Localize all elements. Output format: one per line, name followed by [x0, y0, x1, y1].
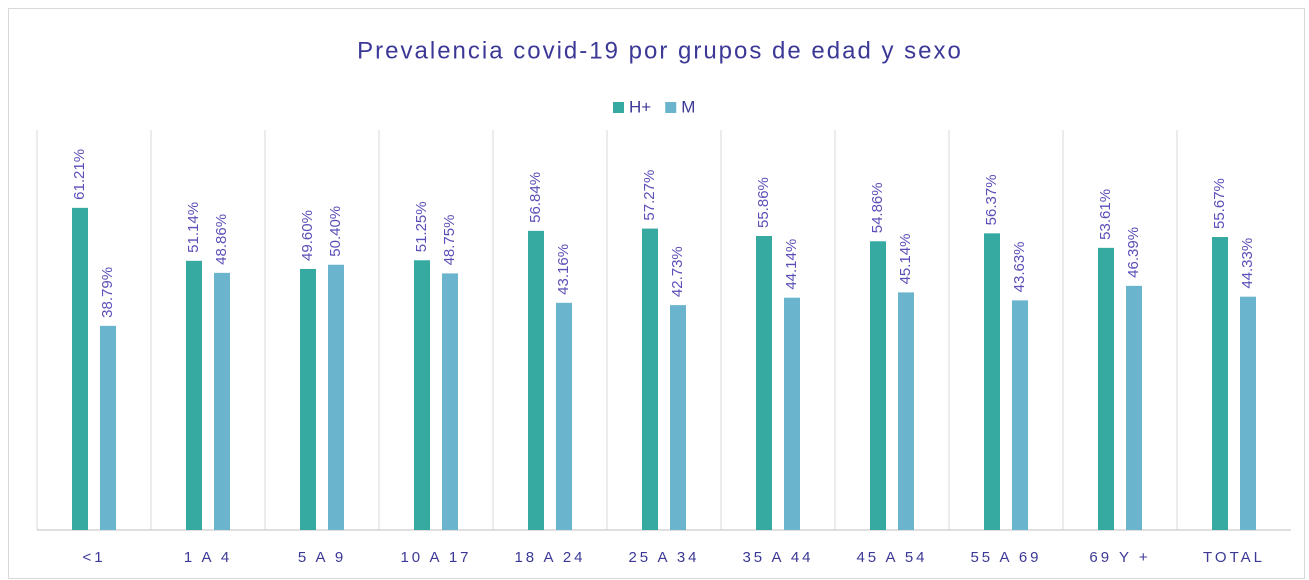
legend-swatch [665, 102, 677, 113]
legend-label: M [681, 97, 695, 116]
value-label: 48.86% [213, 214, 230, 265]
x-tick-label: <1 [82, 549, 105, 566]
bar [642, 228, 658, 530]
value-label: 44.14% [783, 239, 800, 290]
value-label: 53.61% [1097, 189, 1114, 240]
bar [1126, 285, 1142, 530]
x-tick-label: 69 Y + [1089, 549, 1150, 566]
bar [442, 273, 458, 530]
value-label: 55.67% [1211, 178, 1228, 229]
value-label: 43.16% [555, 244, 572, 295]
value-label: 42.73% [669, 246, 686, 297]
bar [328, 264, 344, 530]
bar [870, 241, 886, 530]
value-label: 55.86% [755, 177, 772, 228]
bar [414, 260, 430, 530]
value-label: 51.25% [413, 201, 430, 252]
bar [556, 302, 572, 530]
legend-swatch [613, 102, 624, 113]
x-tick-label: 55 A 69 [970, 549, 1041, 566]
x-tick-label: 5 A 9 [298, 549, 346, 566]
bar [528, 230, 544, 530]
x-tick-label: 35 A 44 [742, 549, 813, 566]
bar [898, 292, 914, 530]
legend: H+ M [613, 97, 695, 116]
bar [984, 233, 1000, 530]
bar [756, 236, 772, 530]
value-label: 61.21% [71, 149, 88, 200]
bar [1098, 247, 1114, 530]
value-label: 46.39% [1125, 227, 1142, 278]
bar [1212, 237, 1228, 530]
value-label: 43.63% [1011, 241, 1028, 292]
x-tick-label: 1 A 4 [184, 549, 232, 566]
value-label: 54.86% [869, 182, 886, 233]
legend-label: H+ [629, 97, 651, 116]
bar [784, 297, 800, 530]
value-label: 56.37% [983, 174, 1000, 225]
chart-title: Prevalencia covid-19 por grupos de edad … [357, 37, 963, 64]
bar [186, 260, 202, 530]
value-label: 56.84% [527, 172, 544, 223]
value-label: 48.75% [441, 215, 458, 266]
bar [1012, 300, 1028, 530]
value-label: 57.27% [641, 170, 658, 221]
value-label: 49.60% [299, 210, 316, 261]
x-tick-label: 45 A 54 [856, 549, 927, 566]
bar [300, 268, 316, 530]
x-tick-label: 10 A 17 [400, 549, 471, 566]
bar [100, 325, 116, 530]
bar [1240, 296, 1256, 530]
value-label: 51.14% [185, 202, 202, 253]
value-label: 38.79% [99, 267, 116, 318]
x-tick-label: TOTAL [1203, 549, 1265, 566]
value-label: 50.40% [327, 206, 344, 257]
bar [670, 305, 686, 530]
bar [72, 207, 88, 530]
bar [214, 272, 230, 530]
value-label: 44.33% [1239, 238, 1256, 289]
x-tick-label: 18 A 24 [514, 549, 585, 566]
value-label: 45.14% [897, 234, 914, 285]
x-tick-label: 25 A 34 [628, 549, 699, 566]
